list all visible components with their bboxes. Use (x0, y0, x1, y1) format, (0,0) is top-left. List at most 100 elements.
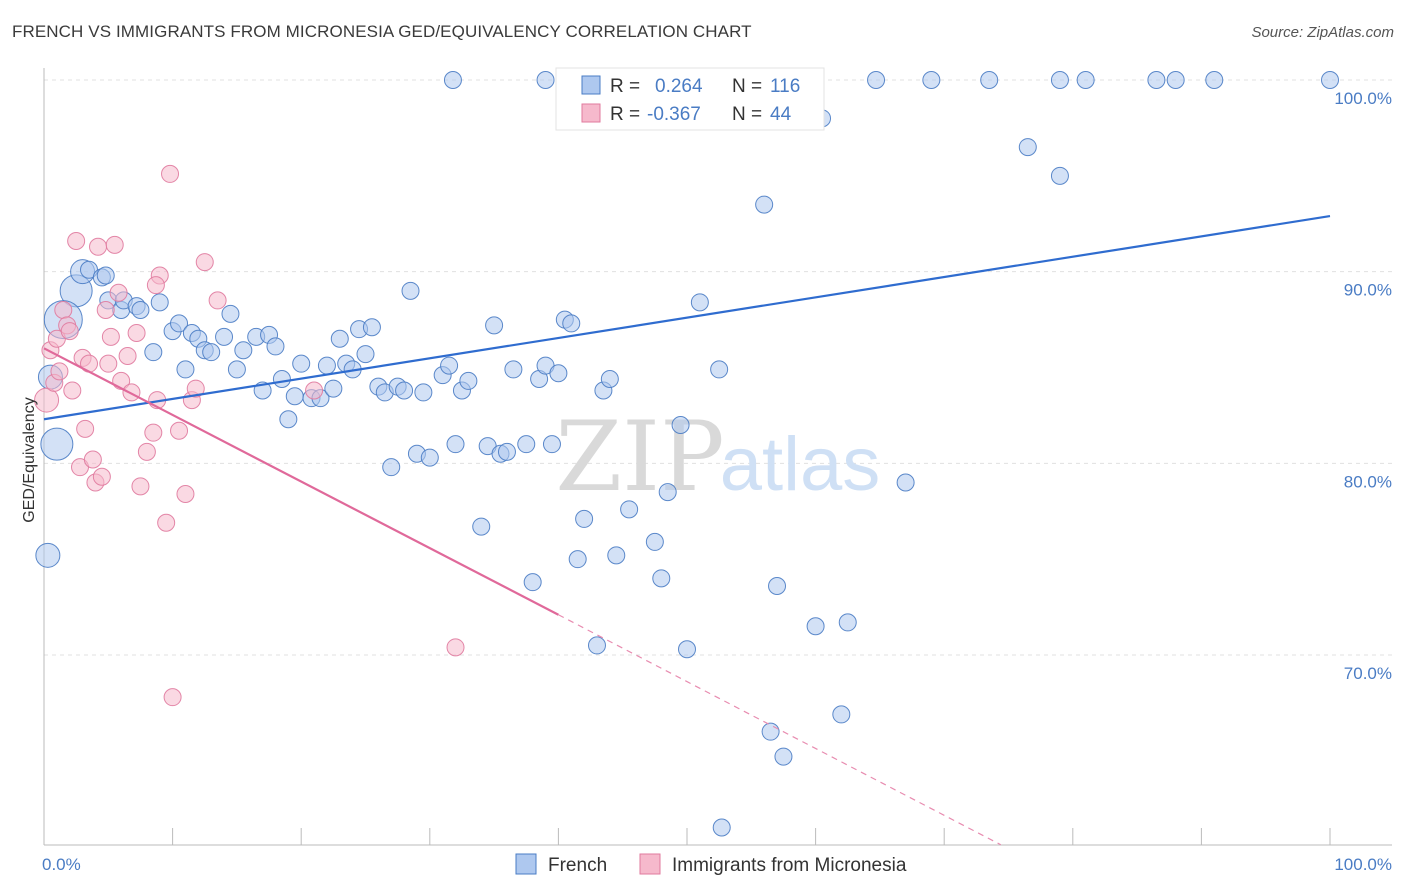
point-french (395, 381, 414, 400)
point-french (401, 281, 420, 300)
point-french (440, 356, 459, 375)
point-french (266, 337, 285, 356)
point-french (234, 341, 253, 360)
point-french (215, 327, 234, 346)
trend-line-micronesia-extension (558, 614, 1002, 846)
point-micronesia (163, 688, 182, 707)
stats-legend-swatch-micronesia (581, 103, 601, 123)
point-french (645, 532, 664, 551)
tick-labels: 100.0% 90.0% 80.0% 70.0% 0.0% 100.0% (42, 89, 1392, 874)
trend-line-micronesia (43, 347, 559, 616)
point-french (472, 517, 491, 536)
legend-swatch-micronesia (639, 853, 661, 875)
stats-legend-r-label: R = (610, 76, 640, 97)
point-french (443, 71, 462, 89)
axes (43, 68, 1392, 846)
point-french (1050, 166, 1069, 185)
point-french (1147, 71, 1166, 89)
point-french (549, 364, 568, 383)
point-micronesia (92, 467, 111, 486)
point-french (761, 722, 780, 741)
stats-legend-n-label: N = (732, 76, 762, 97)
point-french (523, 573, 542, 592)
point-french (568, 550, 587, 569)
point-micronesia (67, 232, 86, 250)
point-french (896, 473, 915, 492)
point-micronesia (195, 253, 214, 272)
legend-label-french: French (548, 855, 607, 876)
point-micronesia (144, 423, 163, 442)
point-french (144, 343, 163, 362)
stats-legend-r-value: -0.367 (647, 104, 701, 125)
point-micronesia (176, 485, 195, 503)
point-french (504, 360, 523, 379)
point-french (517, 435, 536, 454)
point-french (542, 435, 561, 454)
stats-legend-r-value: 0.264 (655, 76, 703, 97)
point-french (536, 71, 555, 89)
point-french (690, 293, 709, 312)
point-french (485, 316, 504, 335)
bottom-legend: French Immigrants from Micronesia (515, 853, 907, 876)
point-micronesia (63, 381, 82, 400)
point-french (202, 343, 221, 362)
watermark: ZIP atlas (555, 401, 880, 513)
point-french (420, 448, 439, 467)
point-french (150, 293, 169, 312)
point-french (922, 71, 941, 89)
point-french (832, 705, 851, 724)
stats-legend-n-value: 44 (770, 104, 792, 125)
point-french (768, 577, 787, 595)
point-french (774, 747, 793, 766)
point-micronesia (170, 421, 189, 440)
point-french (755, 195, 774, 214)
point-french (710, 360, 729, 379)
point-french (170, 314, 189, 333)
point-french (652, 569, 671, 588)
y-axis-label: GED/Equivalency (21, 397, 38, 522)
point-french (176, 360, 195, 379)
legend-swatch-french (515, 853, 537, 875)
point-french (600, 370, 619, 388)
point-french (658, 483, 677, 502)
point-french (1076, 71, 1095, 89)
point-micronesia (96, 301, 115, 319)
point-micronesia (186, 379, 205, 398)
point-french (1205, 71, 1224, 89)
point-french (620, 500, 639, 519)
stats-legend-r-label: R = (610, 104, 640, 125)
chart-title: FRENCH VS IMMIGRANTS FROM MICRONESIA GED… (12, 22, 752, 41)
point-french (279, 410, 298, 429)
stats-legend-box (555, 67, 825, 131)
point-french (131, 301, 150, 319)
watermark-zip: ZIP (555, 401, 724, 513)
point-french (1321, 71, 1339, 89)
point-micronesia (50, 362, 69, 381)
y-tick-label: 70.0% (1344, 664, 1392, 683)
point-french (459, 371, 478, 390)
point-french (221, 304, 240, 323)
point-french (1166, 71, 1185, 89)
point-micronesia (54, 301, 73, 319)
point-french (607, 546, 626, 565)
point-french (587, 636, 606, 655)
y-tick-label: 100.0% (1334, 89, 1392, 108)
point-micronesia (146, 276, 165, 295)
point-french (317, 356, 336, 375)
point-french (324, 379, 343, 398)
point-micronesia (76, 419, 95, 438)
point-french (497, 442, 516, 461)
point-french (40, 427, 74, 461)
point-french (712, 818, 731, 837)
point-micronesia (127, 324, 146, 342)
y-tick-label: 80.0% (1344, 472, 1392, 491)
stats-legend-n-value: 116 (770, 76, 800, 97)
point-french (330, 329, 349, 348)
x-tick-label: 0.0% (42, 855, 81, 874)
point-micronesia (105, 235, 124, 254)
point-french (272, 370, 291, 388)
y-tick-label: 90.0% (1344, 281, 1392, 300)
point-french (362, 318, 381, 337)
point-micronesia (60, 322, 79, 341)
